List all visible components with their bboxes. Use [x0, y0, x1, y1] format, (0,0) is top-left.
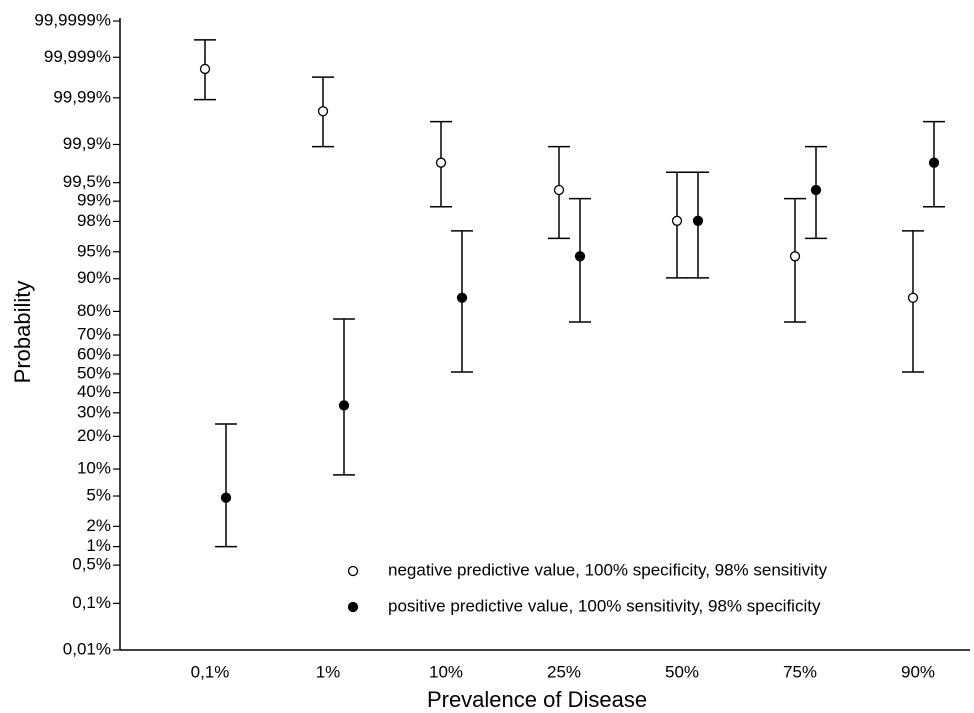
x-tick-label: 0,1%: [191, 662, 230, 681]
x-tick-label: 50%: [665, 662, 699, 681]
legend-label: positive predictive value, 100% sensitiv…: [388, 596, 821, 615]
point: [317, 106, 329, 117]
point: [671, 215, 683, 226]
point: [692, 215, 704, 226]
point: [456, 292, 468, 303]
point: [435, 157, 447, 168]
y-tick-label: 0,01%: [63, 639, 111, 658]
x-axis-title: Prevalence of Disease: [427, 687, 647, 712]
point: [220, 492, 232, 503]
y-tick-label: 98%: [77, 211, 111, 230]
y-tick-label: 99,999%: [44, 47, 111, 66]
y-tick-label: 99,9%: [63, 134, 111, 153]
point: [907, 292, 919, 303]
x-tick-label: 1%: [316, 662, 341, 681]
point: [928, 157, 940, 168]
y-tick-label: 95%: [77, 241, 111, 260]
point: [553, 184, 565, 196]
y-tick-label: 99,99%: [53, 87, 111, 106]
y-tick-label: 0,5%: [72, 555, 111, 574]
y-tick-label: 40%: [77, 382, 111, 401]
y-tick-label: 50%: [77, 363, 111, 382]
y-tick-label: 2%: [86, 516, 111, 535]
y-tick-label: 60%: [77, 345, 111, 364]
legend-label: negative predictive value, 100% specific…: [388, 560, 828, 579]
point: [199, 63, 211, 75]
point: [338, 400, 350, 411]
x-tick-label: 90%: [901, 662, 935, 681]
point: [810, 184, 822, 196]
y-tick-label: 10%: [77, 459, 111, 478]
y-tick-label: 80%: [77, 301, 111, 320]
y-tick-label: 30%: [77, 402, 111, 421]
y-tick-label: 90%: [77, 268, 111, 287]
y-tick-label: 20%: [77, 426, 111, 445]
x-tick-label: 10%: [429, 662, 463, 681]
y-tick-label: 99%: [77, 191, 111, 210]
point: [789, 251, 801, 262]
point: [574, 251, 586, 262]
y-tick-label: 70%: [77, 324, 111, 343]
y-axis-title: Probability: [10, 281, 35, 384]
y-tick-label: 5%: [86, 485, 111, 504]
legend-marker: [347, 565, 359, 577]
y-tick-label: 0,1%: [72, 593, 111, 612]
y-tick-label: 1%: [86, 536, 111, 555]
y-tick-label: 99,5%: [63, 172, 111, 191]
x-tick-label: 25%: [547, 662, 581, 681]
x-tick-label: 75%: [783, 662, 817, 681]
legend-marker: [347, 601, 359, 613]
y-tick-label: 99,9999%: [34, 10, 111, 29]
